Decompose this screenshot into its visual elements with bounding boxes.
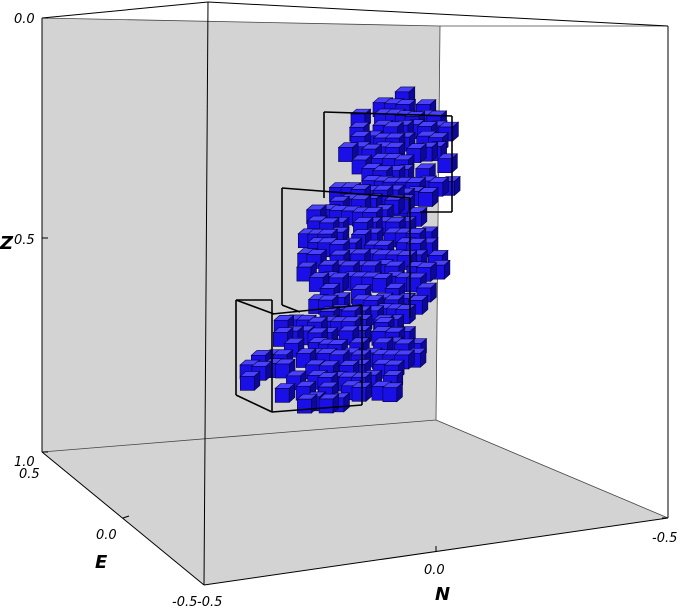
voxel-cloud (239, 86, 461, 414)
bounding-box-edge (235, 299, 275, 315)
n-tick-label: -0.5 (197, 595, 222, 609)
e-axis-label: E (95, 552, 108, 573)
bounding-boxes (235, 111, 453, 413)
voxel-cube (274, 382, 296, 404)
voxel-cube (415, 282, 438, 303)
e-tick-label: 0.5 (19, 467, 40, 482)
bounding-box-edge (323, 111, 453, 117)
bounding-box-edge (271, 304, 363, 315)
n-axis-label: N (435, 584, 450, 605)
voxel-cube (436, 153, 459, 174)
voxel-cube (337, 142, 359, 163)
back-frame-edges (41, 17, 669, 519)
n-tick-label: 0.0 (424, 563, 445, 578)
bounding-box-edge (235, 394, 273, 413)
voxel-cube (295, 380, 317, 401)
voxel-cube (272, 326, 294, 348)
z-axis-label: Z (0, 233, 14, 254)
tick-marks (42, 17, 668, 552)
e-tick-label: 0.0 (96, 528, 117, 543)
floor (42, 420, 668, 585)
z-tick-label: 1.0 (14, 455, 35, 470)
voxel-cube (417, 186, 439, 208)
e-tick-label: -0.5 (172, 595, 197, 609)
voxel-cube (328, 272, 350, 293)
z-tick-label: 0.5 (14, 233, 35, 248)
voxel-cube (382, 382, 404, 403)
bounding-box-edge (271, 404, 363, 413)
voxel-cube (318, 393, 340, 414)
z-tick-label: 0.0 (14, 12, 35, 27)
voxel-cube (239, 370, 261, 392)
n-tick-label: -0.5 (652, 531, 677, 546)
bounding-box-edge (281, 187, 411, 199)
bounding-box-edge (281, 304, 301, 313)
